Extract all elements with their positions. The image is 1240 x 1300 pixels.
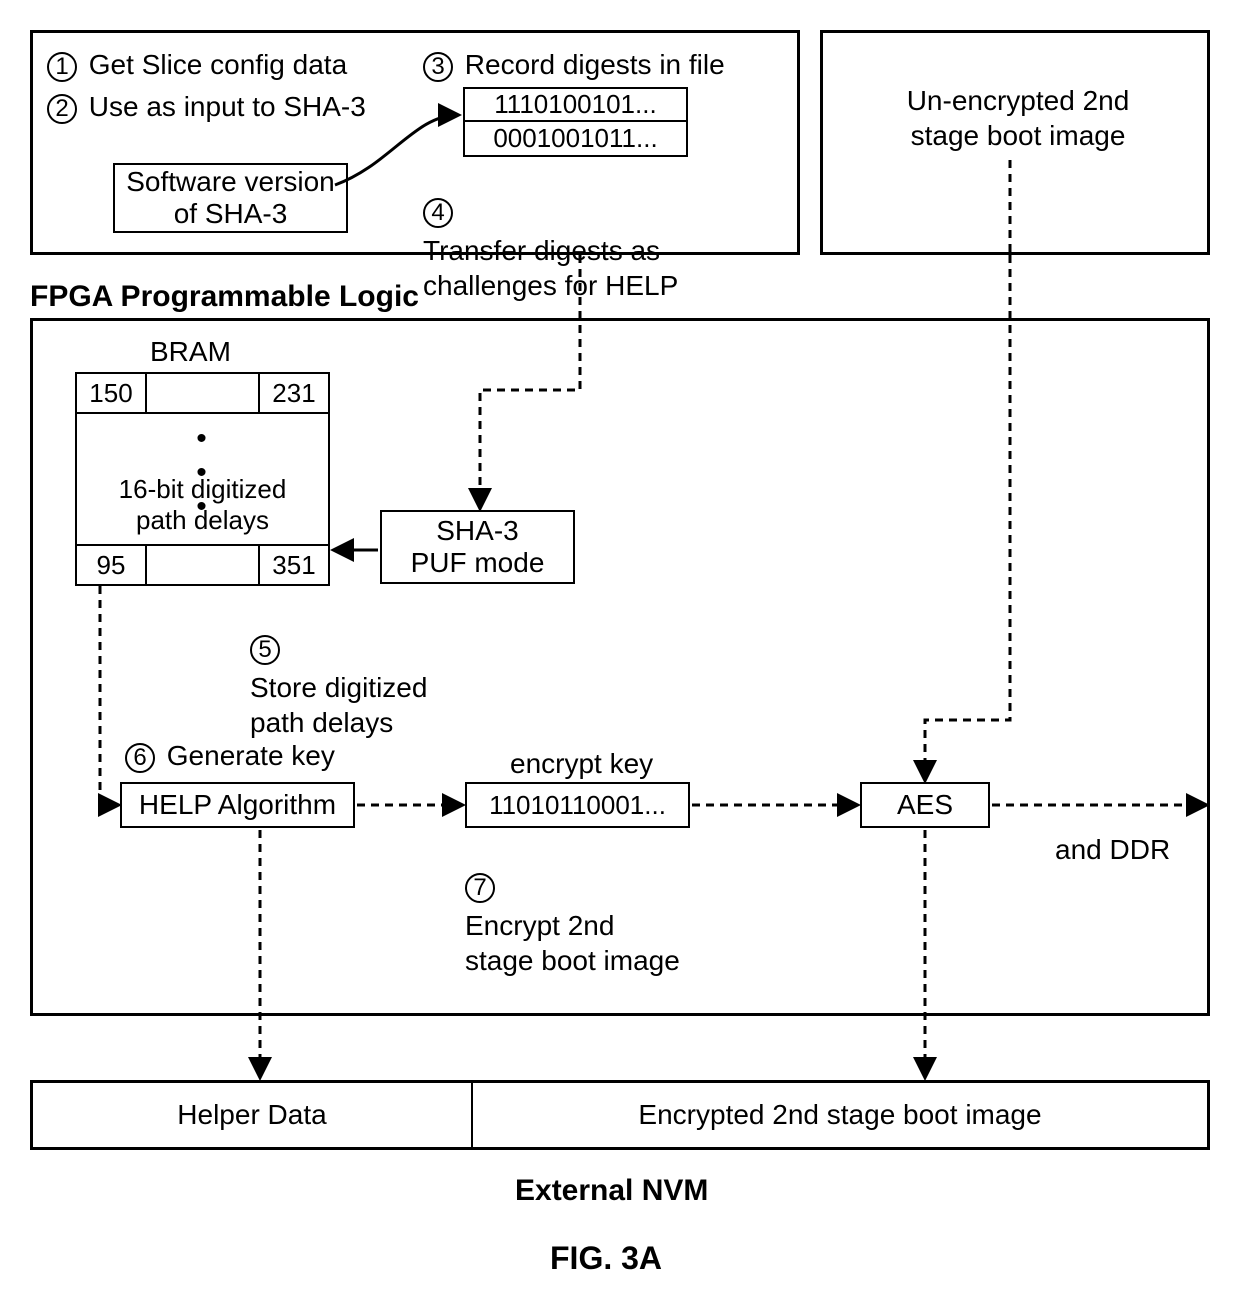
aes-box: AES — [860, 782, 990, 828]
step-6-num: 6 — [125, 743, 155, 773]
step-2-text: Use as input to SHA-3 — [89, 91, 366, 122]
sha3-software-box: Software version of SHA-3 — [113, 163, 348, 233]
bram-title: BRAM — [150, 334, 231, 369]
digest-a: 1110100101... — [465, 89, 686, 122]
step-4-num: 4 — [423, 198, 453, 228]
step-6-text: Generate key — [167, 740, 335, 771]
step-7-num: 7 — [465, 873, 495, 903]
step-5-text: Store digitized path delays — [250, 670, 427, 740]
nvm-helper: Helper Data — [33, 1083, 473, 1147]
bram-r2a: 95 — [77, 544, 147, 584]
top-left-panel: 1 Get Slice config data 2 Use as input t… — [30, 30, 800, 255]
nvm-title: External NVM — [515, 1172, 708, 1210]
digest-b: 0001001011... — [465, 122, 686, 155]
top-right-panel: Un-encrypted 2nd stage boot image — [820, 30, 1210, 255]
step-4-text: Transfer digests as challenges for HELP — [423, 233, 678, 303]
bram-mid: ••• 16-bit digitized path delays — [77, 414, 328, 544]
encrypt-key-label: encrypt key — [510, 746, 653, 781]
step-1-num: 1 — [47, 52, 77, 82]
bram-r1a: 150 — [77, 374, 147, 414]
step-5-num: 5 — [250, 635, 280, 665]
bram-r1b: 231 — [258, 374, 328, 414]
step-1-text: Get Slice config data — [89, 49, 347, 80]
step-7-text: Encrypt 2nd stage boot image — [465, 908, 680, 978]
unencrypted-text: Un-encrypted 2nd stage boot image — [873, 83, 1163, 153]
bram-r2b: 351 — [258, 544, 328, 584]
figure-label: FIG. 3A — [550, 1238, 662, 1278]
bram-table: 150 231 ••• 16-bit digitized path delays… — [75, 372, 330, 586]
step-2-num: 2 — [47, 94, 77, 124]
and-ddr-label: and DDR — [1055, 832, 1170, 867]
sha3-puf-box: SHA-3 PUF mode — [380, 510, 575, 584]
key-value-box: 11010110001... — [465, 782, 690, 828]
step-3-text: Record digests in file — [465, 49, 725, 80]
nvm-panel: Helper Data Encrypted 2nd stage boot ima… — [30, 1080, 1210, 1150]
digest-box: 1110100101... 0001001011... — [463, 87, 688, 157]
nvm-encrypted: Encrypted 2nd stage boot image — [473, 1083, 1207, 1147]
help-algo-box: HELP Algorithm — [120, 782, 355, 828]
step-3-num: 3 — [423, 52, 453, 82]
fpga-title: FPGA Programmable Logic — [30, 278, 419, 316]
